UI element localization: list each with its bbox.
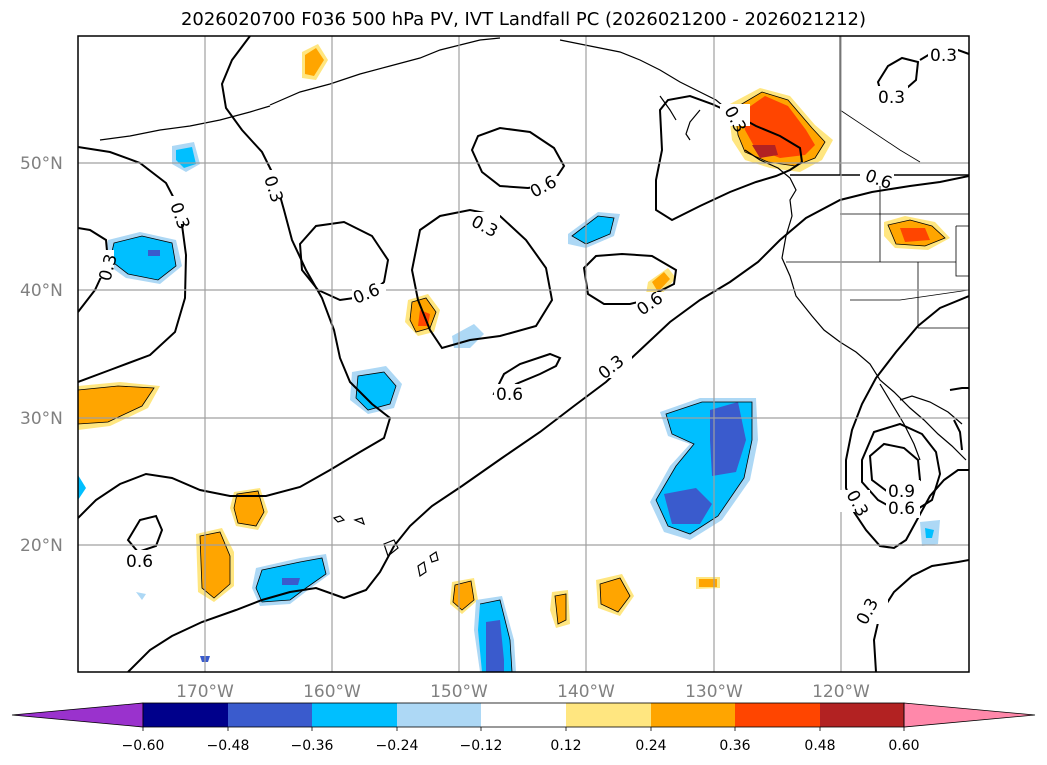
colorbar-segment: [397, 703, 481, 727]
colorbar-segment: [228, 703, 312, 727]
longitude-labels: 170°W 160°W 150°W 140°W 130°W 120°W: [176, 682, 870, 702]
contour-label: 0.9: [888, 482, 915, 502]
lon-label: 140°W: [557, 682, 615, 702]
lon-label: 150°W: [430, 682, 488, 702]
colorbar-segment: [481, 703, 566, 727]
map-title: 2026020700 F036 500 hPa PV, IVT Landfall…: [180, 9, 867, 30]
colorbar-tick-label: 0.36: [719, 738, 750, 754]
lat-label: 30°N: [20, 409, 63, 429]
lon-label: 170°W: [176, 682, 234, 702]
contour-label: 0.3: [878, 88, 905, 108]
colorbar-segment: [566, 703, 651, 727]
contour-label: 0.6: [888, 499, 915, 519]
contour-label: 0.6: [126, 552, 153, 572]
colorbar-tick-label: −0.36: [291, 738, 334, 754]
colorbar-tick-label: 0.24: [635, 738, 666, 754]
negative-anomaly-fill: [78, 142, 940, 672]
colorbar-tick-label: −0.12: [460, 738, 503, 754]
graticule: [78, 36, 969, 672]
colorbar-tick-label: −0.60: [122, 738, 165, 754]
lat-label: 50°N: [20, 154, 63, 174]
colorbar-tick-label: −0.24: [376, 738, 419, 754]
map-frame: [77, 35, 970, 673]
lat-label: 40°N: [20, 281, 63, 301]
lon-label: 120°W: [812, 682, 870, 702]
contour-label: 0.6: [496, 385, 523, 405]
fill-outlines: [78, 91, 946, 672]
latitude-labels: 50°N 40°N 30°N 20°N: [20, 154, 63, 556]
colorbar-segment: [820, 703, 904, 727]
colorbar-segment: [651, 703, 735, 727]
lat-label: 20°N: [20, 536, 63, 556]
colorbar-tick-label: 0.12: [550, 738, 581, 754]
colorbar-extend-low: [11, 702, 144, 728]
colorbar-segment: [312, 703, 397, 727]
colorbar-segment: [143, 703, 228, 727]
contour-labels: 0.3 0.3 0.3 0.3 0.3 0.3 0.3 0.3 0.3 0.3 …: [94, 44, 958, 628]
contour-label: 0.3: [930, 46, 957, 66]
colorbar-segment: [735, 703, 820, 727]
colorbar-extend-high: [903, 702, 1036, 728]
colorbar-tick-label: 0.60: [888, 738, 919, 754]
colorbar: −0.60 −0.48 −0.36 −0.24 −0.12 0.12 0.24 …: [11, 702, 1036, 754]
lon-label: 130°W: [685, 682, 743, 702]
colorbar-tick-label: −0.48: [207, 738, 250, 754]
colorbar-tick-label: 0.48: [804, 738, 835, 754]
lon-label: 160°W: [303, 682, 361, 702]
